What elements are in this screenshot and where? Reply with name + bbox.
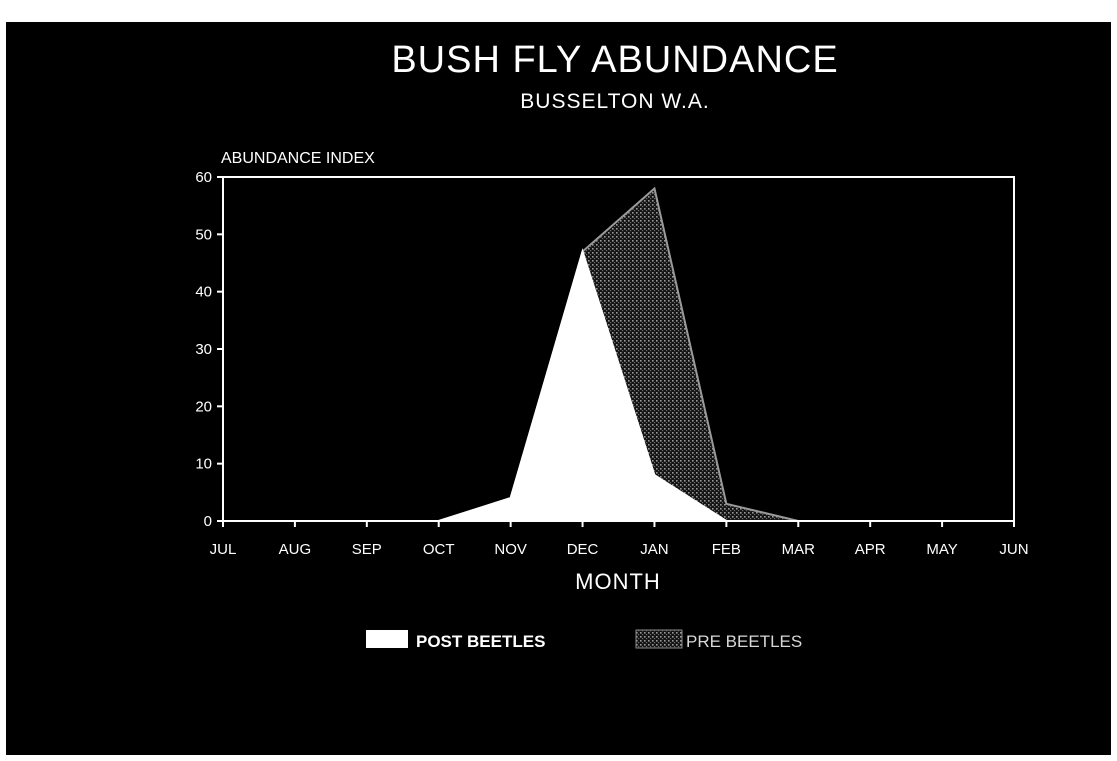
x-tick-label: JAN bbox=[640, 541, 668, 558]
x-tick-label: APR bbox=[855, 541, 886, 558]
chart-title: BUSH FLY ABUNDANCE bbox=[391, 39, 838, 81]
x-tick-label: MAY bbox=[926, 541, 957, 558]
legend-swatch-post-beetles bbox=[366, 630, 408, 648]
y-tick-label: 0 bbox=[204, 513, 212, 530]
x-tick-label: AUG bbox=[279, 541, 312, 558]
legend-swatch-pre-beetles bbox=[635, 629, 683, 649]
y-tick-label: 50 bbox=[195, 226, 212, 243]
x-tick-label: JUL bbox=[210, 541, 237, 558]
y-tick-label: 40 bbox=[195, 284, 212, 301]
x-tick-label: FEB bbox=[712, 541, 741, 558]
x-tick-label: JUN bbox=[999, 541, 1028, 558]
area-post-beetles bbox=[223, 251, 1014, 522]
series-layer bbox=[223, 186, 1014, 522]
y-tick-label: 30 bbox=[195, 341, 212, 358]
x-tick-label: OCT bbox=[423, 541, 455, 558]
legend-label-post-beetles: POST BEETLES bbox=[416, 632, 545, 651]
y-tick-label: 20 bbox=[195, 398, 212, 415]
y-tick-label: 10 bbox=[195, 456, 212, 473]
legend-label-pre-beetles: PRE BEETLES bbox=[686, 632, 802, 651]
x-tick-label: MAR bbox=[782, 541, 816, 558]
y-axis-label: ABUNDANCE INDEX bbox=[221, 150, 375, 167]
legend: POST BEETLES PRE BEETLES bbox=[366, 629, 802, 651]
y-tick-label: 60 bbox=[195, 169, 212, 186]
y-axis-ticks: 0 10 20 30 40 50 60 bbox=[195, 169, 223, 530]
x-tick-label: DEC bbox=[567, 541, 599, 558]
chart-subtitle: BUSSELTON W.A. bbox=[520, 90, 709, 113]
area-pre-beetles bbox=[223, 188, 1014, 521]
x-axis-label: MONTH bbox=[575, 569, 661, 594]
x-tick-label: NOV bbox=[494, 541, 527, 558]
x-tick-label: SEP bbox=[352, 541, 382, 558]
x-axis-ticks: JUL AUG SEP OCT NOV DEC JAN FEB MAR APR MAY JUN bbox=[210, 521, 1029, 558]
